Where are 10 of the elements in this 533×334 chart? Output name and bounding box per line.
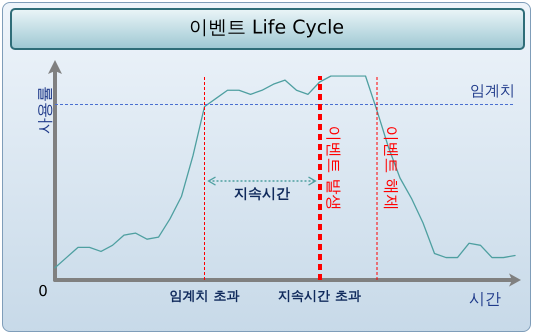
chart-title: 이벤트 Life Cycle xyxy=(188,16,344,38)
y-axis-title: 사용률 xyxy=(35,86,54,134)
annotation: 지속시간 xyxy=(234,186,290,202)
ref-line-label: 이벤트 발생 xyxy=(324,125,344,210)
text: 0 xyxy=(38,282,48,300)
annotation: 이벤트 해제 xyxy=(382,125,401,210)
x-tick-label: 임계치 초과 xyxy=(170,289,240,304)
x-tick-label: 지속시간 초과 xyxy=(278,289,361,304)
ref-line-label: 임계치 xyxy=(470,82,515,100)
x-axis-title: 시간 xyxy=(469,289,501,308)
